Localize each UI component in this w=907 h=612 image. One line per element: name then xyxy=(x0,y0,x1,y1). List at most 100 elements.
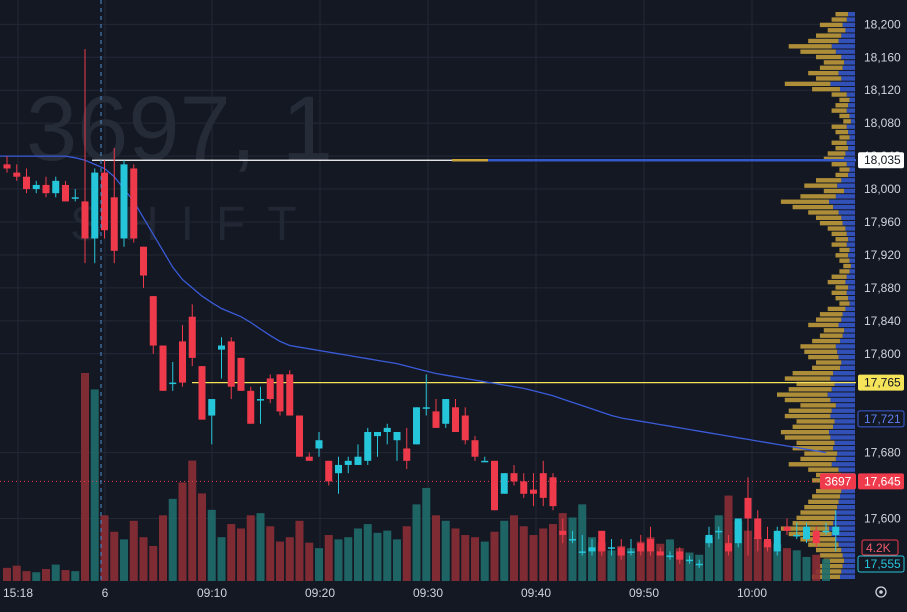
profile-bar-value-area xyxy=(846,242,855,247)
volume-bar xyxy=(607,550,616,581)
profile-bar-value-area xyxy=(841,76,855,81)
profile-bar-value-area xyxy=(841,54,855,60)
gear-icon[interactable] xyxy=(875,586,887,598)
candle-body xyxy=(257,399,264,401)
profile-bar-volume xyxy=(816,178,842,183)
profile-bar-value-area xyxy=(835,537,855,542)
volume-bar xyxy=(3,567,11,581)
profile-bar-value-area xyxy=(842,553,855,558)
volume-bar xyxy=(373,532,382,581)
profile-bar-value-area xyxy=(850,119,855,124)
candle-body xyxy=(627,551,635,553)
price-axis[interactable]: 18,20018,16018,12018,08018,04018,00017,9… xyxy=(856,0,907,607)
profile-bar-volume xyxy=(816,54,842,60)
profile-bar-value-area xyxy=(846,274,855,279)
time-axis[interactable]: 15:18 6 09:10 09:20 09:30 09:40 09:50 10:00 xyxy=(0,581,856,607)
settings-button[interactable] xyxy=(875,586,887,598)
volume-bar xyxy=(451,528,460,581)
profile-bar-volume xyxy=(780,199,830,204)
profile-bar-volume xyxy=(827,226,846,231)
yellow-price-label-box xyxy=(858,374,904,391)
volume-bar xyxy=(393,539,401,581)
profile-bar-volume xyxy=(784,413,831,419)
profile-bar-value-area xyxy=(835,49,855,54)
profile-bar-volume xyxy=(835,145,849,151)
profile-bar-volume xyxy=(788,408,832,413)
profile-bar-value-area xyxy=(842,333,855,338)
profile-bar-value-area xyxy=(829,429,855,435)
profile-bar-volume xyxy=(835,129,849,135)
volume-bar xyxy=(237,528,245,581)
volume-bar xyxy=(295,520,304,581)
candle-body xyxy=(286,374,294,416)
profile-bar-value-area xyxy=(846,231,855,237)
profile-bar-value-area xyxy=(842,65,855,70)
profile-bar-volume xyxy=(777,392,828,397)
candle-body xyxy=(812,530,820,544)
profile-bar-volume xyxy=(784,81,831,87)
candle-body xyxy=(364,432,372,461)
volume-bar xyxy=(412,504,421,581)
price-tick-label: 17,680 xyxy=(864,446,901,460)
candle-body xyxy=(452,407,459,432)
profile-bar-value-area xyxy=(831,44,855,49)
volume-bar xyxy=(383,530,392,581)
profile-bar-volume xyxy=(839,97,850,103)
profile-bar-volume xyxy=(843,119,851,124)
candle-body xyxy=(276,374,284,412)
profile-bar-volume xyxy=(819,312,843,317)
volume-bar xyxy=(149,545,158,581)
volume-bar xyxy=(461,535,470,581)
candle-body xyxy=(159,345,167,391)
candle-body xyxy=(432,411,440,428)
candle-body xyxy=(71,197,79,199)
profile-bar-value-area xyxy=(838,467,855,472)
profile-bar-volume xyxy=(788,44,832,49)
profile-bar-volume xyxy=(835,12,849,17)
candle-body xyxy=(3,164,11,169)
profile-bar-volume xyxy=(827,28,846,33)
candle-body xyxy=(305,456,313,461)
profile-bar-volume xyxy=(816,360,842,365)
profile-bar-volume xyxy=(808,354,839,360)
volume-bar xyxy=(90,389,99,581)
volume-bar xyxy=(763,541,772,581)
candle-body xyxy=(237,357,245,391)
profile-bar-value-area xyxy=(833,446,855,451)
profile-bar-volume xyxy=(808,499,839,504)
candle-body xyxy=(754,518,762,540)
candle-body xyxy=(344,460,352,465)
candle-body xyxy=(140,246,147,276)
profile-bar-volume xyxy=(800,456,836,462)
profile-bar-volume xyxy=(816,76,842,81)
candle-body xyxy=(393,432,401,441)
profile-bar-value-area xyxy=(846,17,855,22)
volume-bar xyxy=(159,515,167,581)
profile-bar-volume xyxy=(812,365,840,371)
price-tick-label: 17,800 xyxy=(864,347,901,361)
profile-bar-value-area xyxy=(830,435,855,440)
candle-body xyxy=(130,168,138,239)
profile-bar-value-area xyxy=(849,258,855,263)
profile-bar-value-area xyxy=(835,456,855,462)
gear-icon-center xyxy=(879,590,883,594)
profile-bar-value-area xyxy=(838,499,855,504)
profile-bar-volume xyxy=(804,451,838,456)
volume-bar xyxy=(256,513,265,581)
price-tick-label: 17,600 xyxy=(864,511,901,525)
vwap-price-label-text: 17,721 xyxy=(864,412,901,426)
profile-bar-value-area xyxy=(839,365,855,371)
profile-bar-volume xyxy=(819,220,843,226)
candle-body xyxy=(549,477,557,507)
time-tick-label: 09:10 xyxy=(197,586,227,600)
profile-bar-value-area xyxy=(842,22,855,28)
volume-bar xyxy=(363,524,372,581)
profile-bar-value-area xyxy=(841,178,855,183)
profile-bar-volume xyxy=(792,204,834,210)
volume-bar xyxy=(666,539,674,581)
profile-bar-volume xyxy=(823,328,845,333)
profile-bar-volume xyxy=(831,17,847,22)
volume-bar xyxy=(305,542,314,581)
